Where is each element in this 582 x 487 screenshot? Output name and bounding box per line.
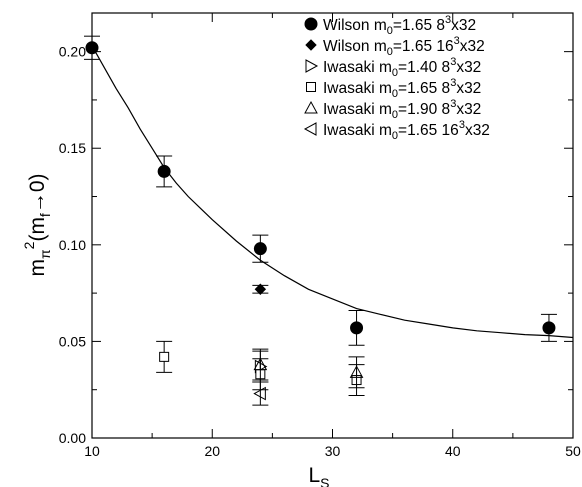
y-axis-title-sub-f: f bbox=[37, 213, 53, 217]
plot-frame bbox=[91, 12, 574, 439]
legend-item: Iwasaki m0=1.65 83x32 bbox=[306, 77, 481, 100]
legend-label: Wilson m0=1.65 163x32 bbox=[323, 35, 485, 58]
fit-curve-group bbox=[91, 45, 574, 339]
x-axis-title-main: L bbox=[308, 464, 320, 487]
x-tick-label: 40 bbox=[445, 443, 461, 459]
data-point bbox=[349, 365, 364, 378]
legend-marker bbox=[304, 17, 318, 31]
ticks: 10 20 30 40 50 0.00 0.05 0.10 0.15 0.20 bbox=[59, 13, 581, 459]
y-tick-label: 0.05 bbox=[59, 333, 86, 349]
y-axis-title-sup: 2 bbox=[21, 241, 37, 249]
x-tick-label: 50 bbox=[565, 443, 581, 459]
series-6 bbox=[252, 381, 269, 406]
x-tick-label: 10 bbox=[84, 443, 100, 459]
legend-label: Iwasaki m0=1.65 83x32 bbox=[323, 77, 481, 100]
series-1 bbox=[84, 35, 557, 346]
legend-label: Iwasaki m0=1.65 163x32 bbox=[323, 119, 490, 142]
data-point bbox=[253, 357, 268, 371]
x-axis-title: LS bbox=[308, 464, 329, 487]
y-axis-title: mπ2(mf→0) bbox=[21, 173, 53, 276]
data-point bbox=[253, 242, 267, 256]
legend-label: Wilson m0=1.65 83x32 bbox=[323, 14, 476, 37]
y-tick-label: 0.00 bbox=[59, 430, 86, 446]
legend-marker bbox=[303, 122, 317, 136]
legend-item: Iwasaki m0=1.90 83x32 bbox=[304, 98, 481, 121]
legend-marker bbox=[304, 100, 318, 114]
legend-marker bbox=[305, 59, 319, 73]
data-point bbox=[542, 321, 556, 335]
data-point bbox=[350, 321, 364, 335]
data-point bbox=[85, 41, 99, 55]
data-marks bbox=[84, 35, 557, 406]
y-tick-label: 0.20 bbox=[59, 44, 86, 60]
y-axis-title-sub-pi: π bbox=[37, 249, 53, 259]
y-axis-title-m: m bbox=[26, 259, 49, 277]
legend-marker bbox=[306, 82, 316, 92]
data-point bbox=[159, 351, 170, 362]
y-tick-label: 0.10 bbox=[59, 237, 86, 253]
legend-item: Wilson m0=1.65 83x32 bbox=[304, 14, 476, 37]
fit-curve bbox=[91, 45, 574, 339]
y-axis-title-paren: (m bbox=[26, 217, 49, 242]
x-tick-label: 20 bbox=[204, 443, 220, 459]
data-point bbox=[157, 164, 171, 178]
legend-label: Iwasaki m0=1.90 83x32 bbox=[323, 98, 481, 121]
series-5 bbox=[252, 348, 365, 389]
legend-item: Iwasaki m0=1.40 83x32 bbox=[305, 56, 481, 79]
data-point bbox=[254, 283, 267, 295]
x-tick-label: 30 bbox=[325, 443, 341, 459]
y-tick-label: 0.15 bbox=[59, 140, 86, 156]
data-point bbox=[253, 386, 266, 401]
legend-item: Iwasaki m0=1.65 163x32 bbox=[303, 119, 490, 142]
legend-item: Wilson m0=1.65 163x32 bbox=[305, 35, 485, 58]
x-axis-title-sub: S bbox=[320, 475, 329, 487]
legend-label: Iwasaki m0=1.40 83x32 bbox=[323, 56, 481, 79]
legend-marker bbox=[305, 39, 317, 51]
plot-area bbox=[91, 12, 574, 439]
y-axis-title-arrow: →0) bbox=[26, 173, 49, 213]
series-2 bbox=[252, 283, 269, 295]
